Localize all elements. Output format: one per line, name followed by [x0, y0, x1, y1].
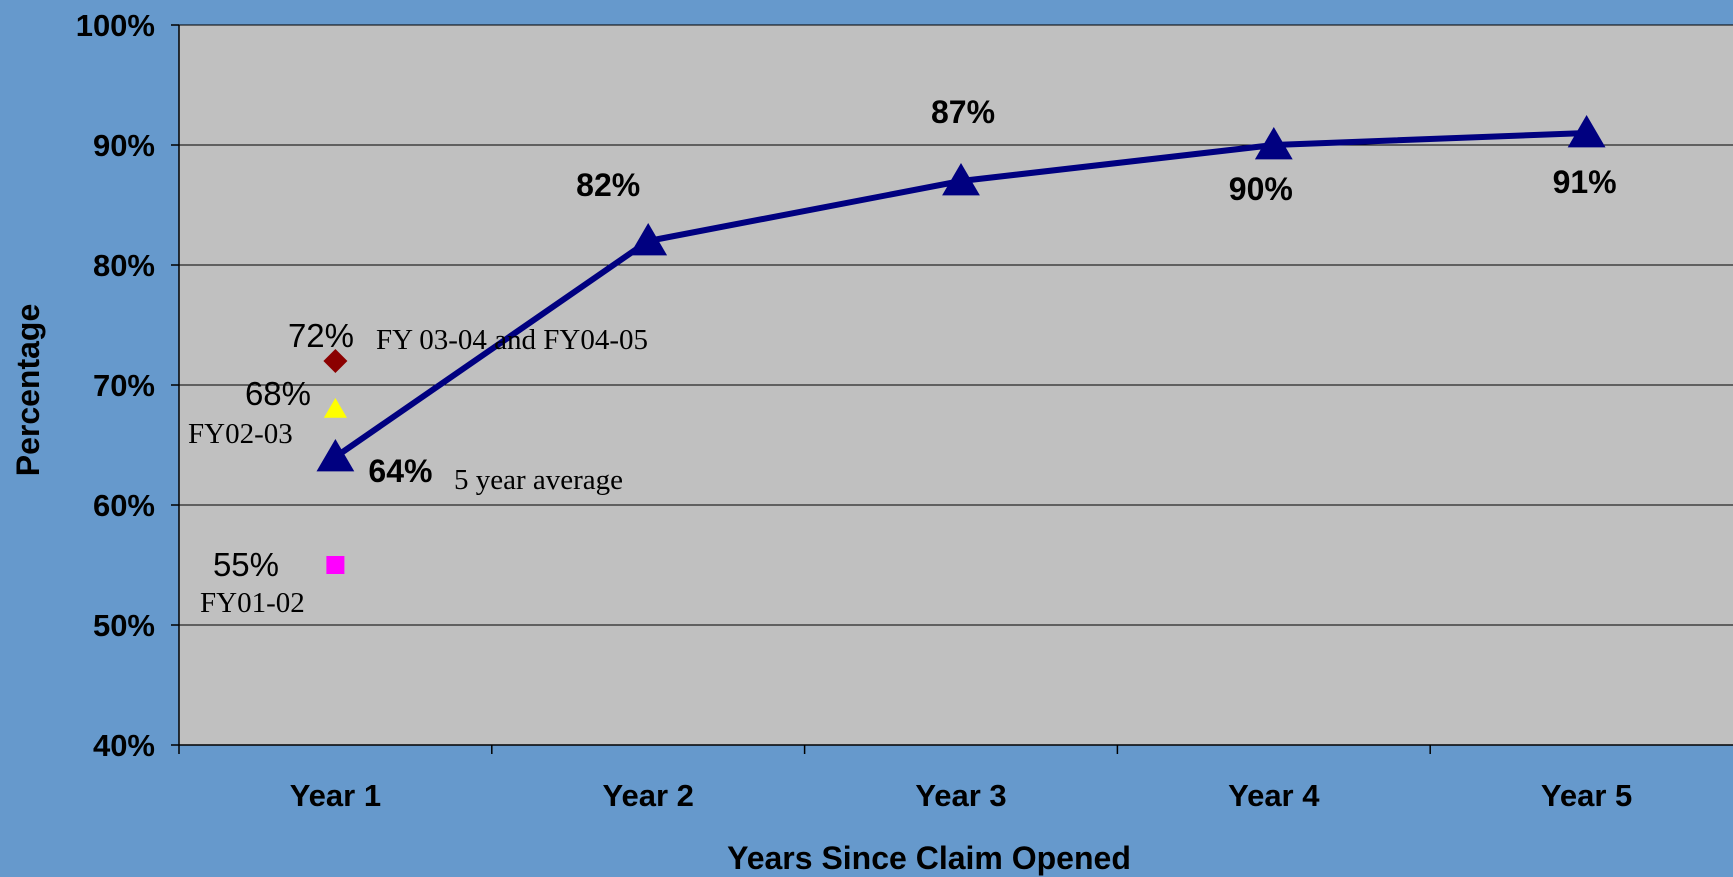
y-tick-label: 80% — [93, 248, 155, 283]
x-tick-labels: Year 1 Year 2 Year 3 Year 4 Year 5 — [290, 778, 1633, 813]
x-tick-label: Year 4 — [1228, 778, 1320, 813]
y-tick-label: 100% — [76, 8, 155, 43]
y-tick-label: 40% — [93, 728, 155, 763]
y-tick-label: 70% — [93, 368, 155, 403]
x-tick-label: Year 2 — [603, 778, 694, 813]
data-label: 64% — [368, 453, 432, 489]
axes — [171, 24, 1733, 754]
series: 64% 82% 87% 90% 91% — [316, 94, 1617, 489]
x-axis-title: Years Since Claim Opened — [727, 840, 1131, 876]
extra-points: 72% 68% 55% — [213, 317, 354, 583]
point-label: 72% — [288, 317, 354, 354]
series-point — [316, 439, 355, 472]
point-marker — [326, 556, 345, 574]
x-tick-label: Year 1 — [290, 778, 381, 813]
series-name-label: 5 year average — [454, 464, 623, 496]
y-axis-title: Percentage — [10, 304, 46, 477]
data-label: 87% — [931, 94, 995, 130]
y-tick-label: 50% — [93, 608, 155, 643]
x-tick-label: Year 3 — [915, 778, 1006, 813]
point-marker — [323, 398, 347, 418]
y-tick-label: 60% — [93, 488, 155, 523]
data-label: 82% — [576, 167, 640, 203]
y-tick-label: 90% — [93, 128, 155, 163]
y-tick-labels: 40% 50% 60% 70% 80% 90% 100% — [76, 8, 155, 763]
point-label: 68% — [245, 375, 311, 412]
x-tick-label: Year 5 — [1541, 778, 1632, 813]
point-name-label: FY02-03 — [188, 418, 293, 450]
point-name-label: FY01-02 — [200, 587, 305, 619]
series-point — [629, 223, 668, 256]
data-label: 90% — [1229, 171, 1293, 207]
point-label: 55% — [213, 546, 279, 583]
series-point — [1254, 127, 1293, 160]
point-marker — [323, 349, 348, 373]
point-name-label: FY 03-04 and FY04-05 — [376, 324, 648, 356]
data-label: 91% — [1553, 164, 1617, 200]
series-point — [1567, 115, 1606, 148]
series-point — [942, 163, 980, 196]
annotations: 5 year average FY 03-04 and FY04-05 FY02-0… — [188, 324, 648, 619]
